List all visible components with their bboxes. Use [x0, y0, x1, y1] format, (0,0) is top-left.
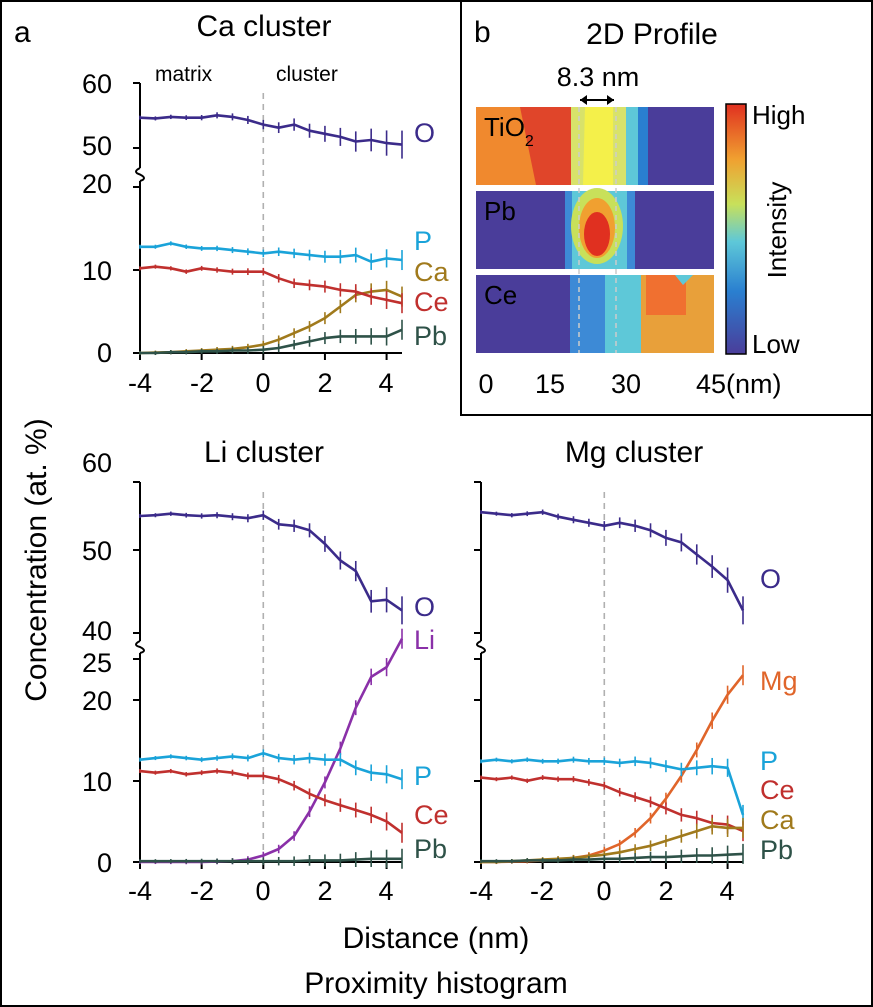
mg-series-Pb: [481, 852, 744, 863]
li-series-P: [139, 751, 403, 781]
li-ytick-0: 0: [97, 848, 112, 878]
heatmap-row-ce: [476, 275, 714, 353]
colorbar-low-label: Low: [752, 329, 800, 359]
region-label-matrix: matrix: [155, 63, 213, 86]
ca-ytick-0: 0: [97, 338, 112, 368]
ca-label-Ca: Ca: [414, 257, 449, 287]
colorbar: [725, 103, 747, 355]
ca-ytick-60: 60: [82, 69, 112, 99]
profile-xtick-45: 45(nm): [696, 369, 782, 399]
li-xtick--2: -2: [190, 876, 214, 906]
li-axis-break: [135, 640, 145, 654]
li-series-Li: [140, 638, 404, 864]
mg-label-P: P: [760, 746, 778, 776]
ca-cluster-title: Ca cluster: [196, 10, 331, 43]
row-label-tio2: TiO2: [484, 112, 534, 150]
ca-xtick-2: 2: [317, 368, 332, 398]
ca-series-Ca: [139, 288, 403, 355]
li-label-P: P: [414, 761, 432, 791]
ca-series-Pb: [140, 328, 403, 355]
panel-letter-b: b: [474, 16, 491, 49]
profile-xtick-30: 30: [611, 369, 641, 399]
ca-series-O: [139, 114, 403, 146]
li-ytick-20: 20: [82, 686, 112, 716]
profile-xtick-0: 0: [478, 369, 493, 399]
ca-ytick-50: 50: [82, 131, 112, 161]
profile-2d-panel: 2D Profile 8.3 nm TiO2 Pb: [476, 18, 805, 399]
mg-xtick--4: -4: [469, 876, 493, 906]
ca-series-Ce: [139, 265, 403, 305]
li-series-Pb: [140, 857, 402, 863]
mg-label-Ca: Ca: [760, 805, 795, 835]
scale-arrow: [580, 95, 614, 105]
li-label-Ce: Ce: [414, 800, 449, 830]
row-label-pb: Pb: [484, 196, 516, 226]
panel-letter-a: a: [14, 16, 31, 49]
colorbar-axis-label: Intensity: [762, 182, 792, 279]
li-xtick-4: 4: [378, 876, 393, 906]
figure-caption: Proximity histogram: [304, 967, 567, 1000]
mg-series-Mg: [481, 674, 745, 864]
mg-label-O: O: [760, 564, 781, 594]
li-label-Li: Li: [414, 625, 435, 655]
mg-xtick-2: 2: [658, 876, 673, 906]
profile-xtick-15: 15: [535, 369, 565, 399]
mg-label-Mg: Mg: [760, 666, 798, 696]
mg-series-P: [480, 758, 745, 816]
ca-ytick-10: 10: [82, 256, 112, 286]
ca-label-P: P: [414, 226, 432, 256]
ca-label-Pb: Pb: [414, 321, 447, 351]
li-cluster-plot-area: [133, 481, 404, 869]
li-ytick-25: 25: [82, 648, 112, 678]
region-label-cluster: cluster: [276, 63, 338, 86]
mg-xtick--2: -2: [530, 876, 554, 906]
li-series-Ce: [139, 769, 403, 834]
ca-cluster-chart: Ca cluster matrix cluster 60 50 20 10 0 …: [82, 10, 450, 398]
li-xtick--4: -4: [128, 876, 152, 906]
ca-series-P: [140, 242, 403, 264]
li-label-O: O: [414, 592, 435, 622]
mg-series-Ce: [480, 776, 744, 833]
li-cluster-title: Li cluster: [204, 436, 324, 469]
heatmap-row-pb: [476, 188, 714, 269]
li-ytick-40: 40: [82, 616, 112, 646]
ca-axis-break: [135, 167, 145, 182]
li-series-O: [139, 512, 403, 612]
li-ytick-10: 10: [82, 767, 112, 797]
ca-label-Ce: Ce: [414, 287, 449, 317]
mg-series-O: [480, 510, 745, 611]
li-xtick-2: 2: [317, 876, 332, 906]
ca-cluster-plot-area: [133, 82, 403, 360]
ca-ytick-20: 20: [82, 169, 112, 199]
y-axis-label: Concentration (at. %): [20, 418, 53, 701]
scale-note: 8.3 nm: [557, 62, 640, 92]
ca-xtick--2: -2: [190, 368, 214, 398]
ca-xtick-0: 0: [255, 368, 270, 398]
mg-xtick-4: 4: [719, 876, 734, 906]
li-ytick-50: 50: [82, 536, 112, 566]
mg-label-Pb: Pb: [760, 835, 793, 865]
li-ytick-60: 60: [82, 448, 112, 478]
ca-xtick--4: -4: [128, 368, 152, 398]
mg-xtick-0: 0: [596, 876, 611, 906]
colorbar-high-label: High: [752, 100, 805, 130]
x-axis-label: Distance (nm): [343, 922, 530, 955]
mg-axis-break: [476, 640, 486, 654]
mg-cluster-plot-area: [474, 481, 745, 869]
ca-label-O: O: [414, 118, 435, 148]
mg-label-Ce: Ce: [760, 775, 795, 805]
li-xtick-0: 0: [255, 876, 270, 906]
li-cluster-chart: Li cluster 60 50 40 25 20 10 0 -4 -2 0 2…: [82, 436, 449, 906]
profile-title: 2D Profile: [586, 18, 718, 51]
li-label-Pb: Pb: [414, 834, 447, 864]
row-label-ce: Ce: [484, 280, 517, 310]
ca-xtick-4: 4: [378, 368, 393, 398]
mg-cluster-title: Mg cluster: [565, 436, 703, 469]
heatmap-row-tio2: [476, 107, 714, 185]
mg-cluster-chart: Mg cluster -4 -2 0 2 4 O Mg P Ce Ca Pb: [469, 436, 798, 906]
